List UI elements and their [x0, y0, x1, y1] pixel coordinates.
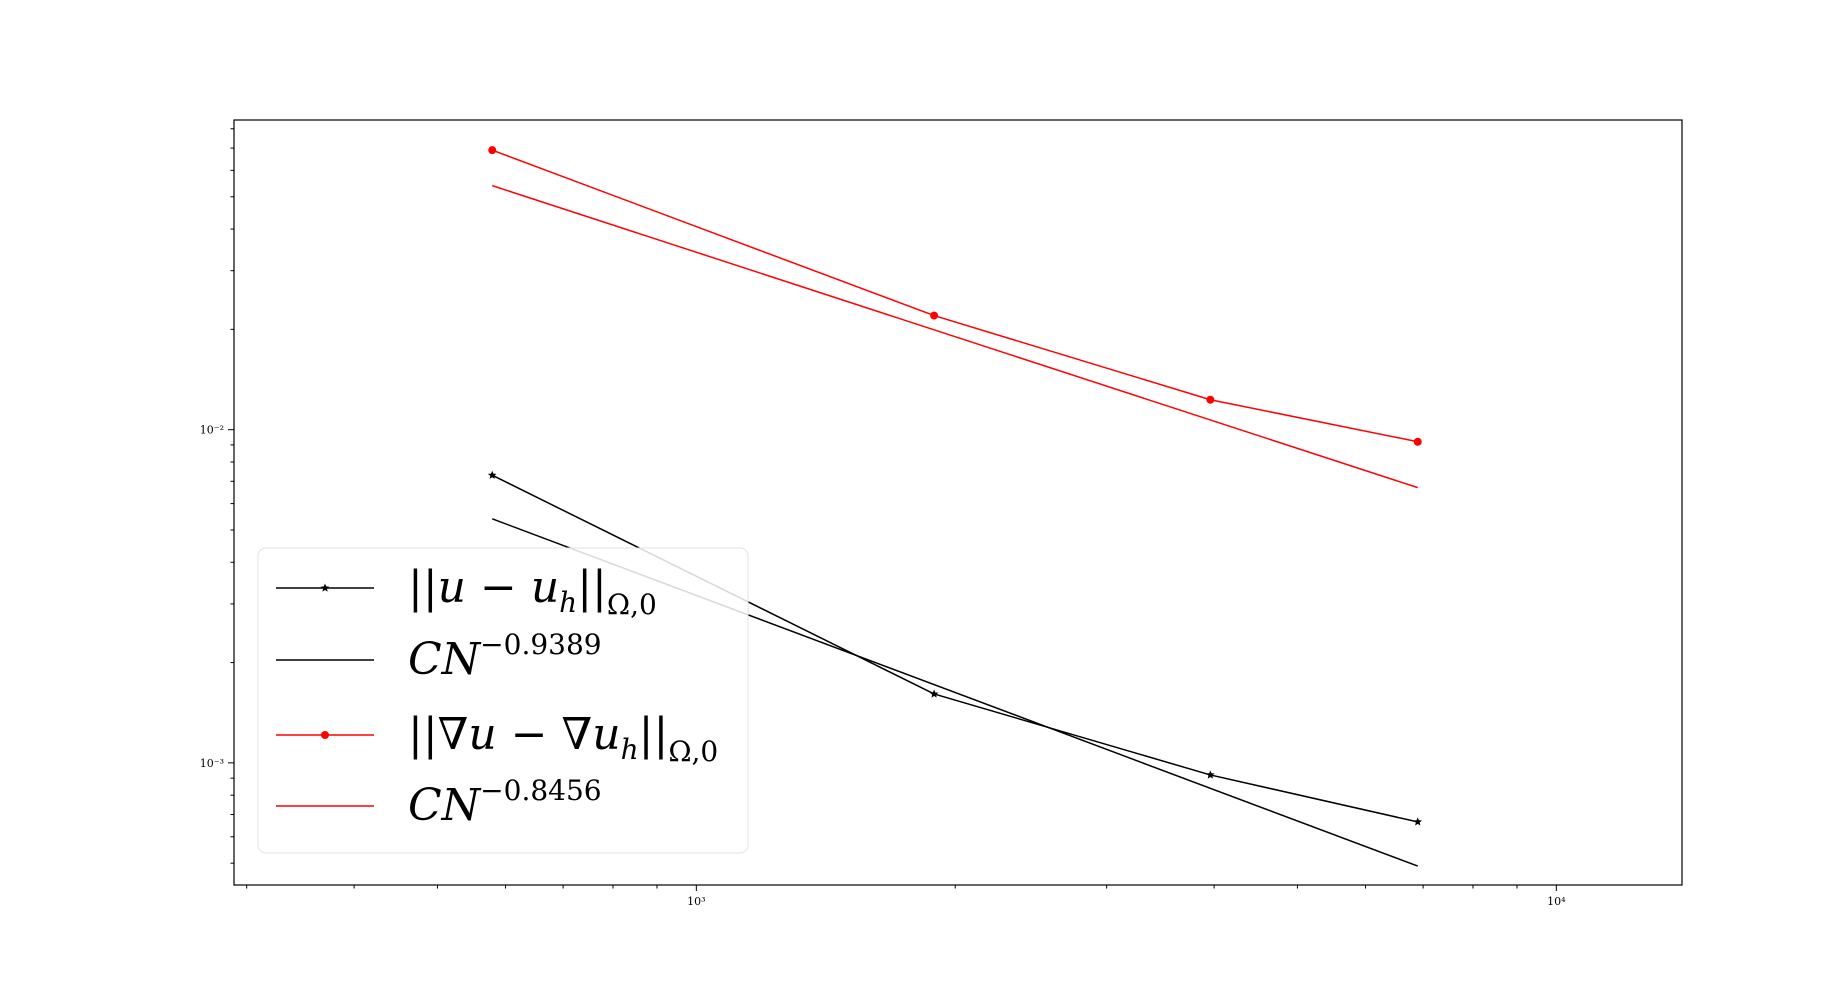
series-0-point	[1413, 817, 1423, 826]
legend-box	[257, 547, 749, 854]
series-2-point	[930, 311, 939, 320]
series-2-point	[488, 146, 497, 155]
plot-frame	[233, 119, 1683, 886]
legend: ||u − uh||Ω,0 CN−0.9389 ||∇u − ∇uh||Ω,0 CN−…	[257, 547, 749, 854]
y-tick-label: 10⁻³	[200, 757, 224, 770]
series-0-point	[929, 689, 939, 698]
legend-label: CN−0.8456	[408, 774, 602, 831]
legend-label: CN−0.9389	[408, 628, 602, 685]
x-tick-label: 10⁴	[1547, 895, 1566, 908]
series-0-point	[487, 470, 497, 479]
legend-marker	[321, 731, 329, 739]
series-3-line	[492, 184, 1418, 489]
series-2-point	[1413, 437, 1422, 446]
series-2-point	[1206, 395, 1215, 404]
legend-label: ||∇u − ∇uh||Ω,0	[408, 709, 718, 768]
legend-marker	[320, 583, 330, 592]
series-0-point	[1206, 770, 1215, 779]
y-tick-label: 10⁻²	[200, 424, 224, 437]
series-2-line	[491, 149, 1418, 443]
x-tick-label: 10³	[687, 895, 705, 908]
legend-label: ||u − uh||Ω,0	[408, 562, 657, 621]
